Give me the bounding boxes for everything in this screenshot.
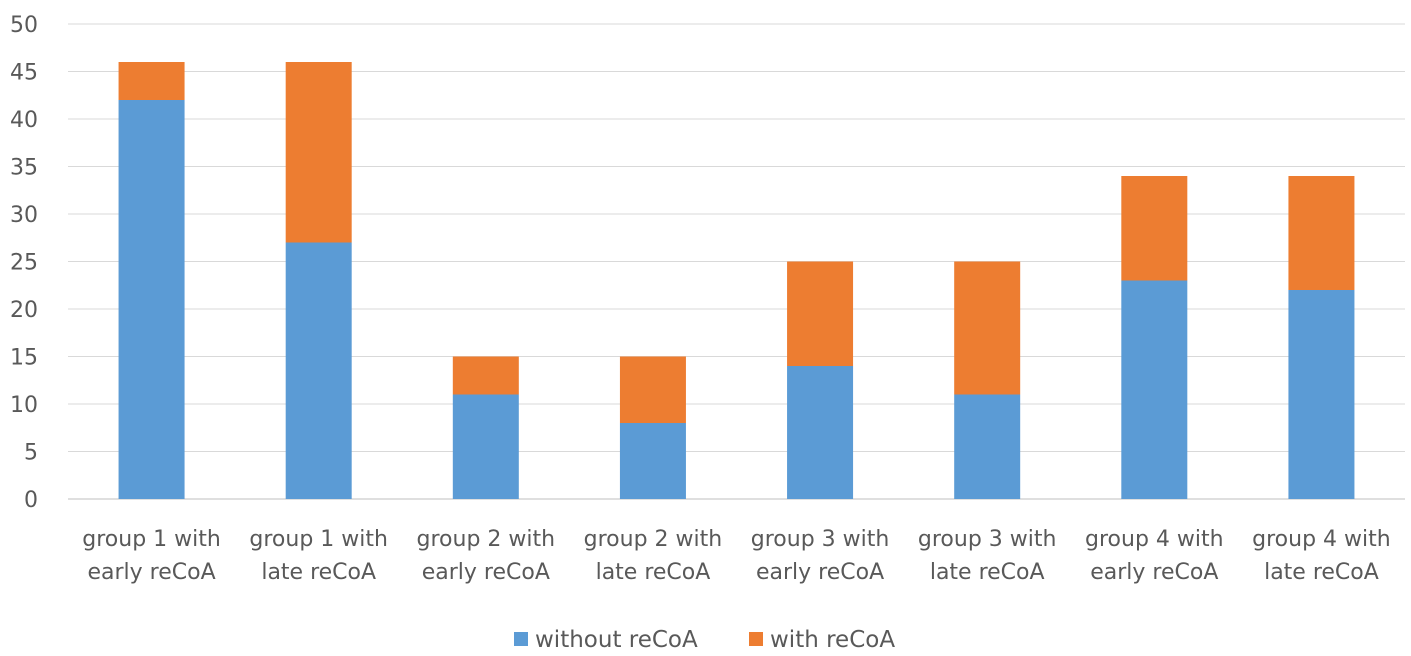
y-axis: 0 5 10 15 20 25 30 35 40 45 50 <box>10 13 38 513</box>
x-tick-label: early reCoA <box>87 560 215 585</box>
x-tick-label: late reCoA <box>596 560 711 585</box>
x-tick-label: group 2 with <box>417 527 556 552</box>
bar-with-recoa <box>1121 176 1188 281</box>
x-tick-label: group 4 with <box>1085 527 1224 552</box>
bar-without-recoa <box>1121 280 1188 499</box>
bar-without-recoa <box>452 394 519 499</box>
y-tick-label: 25 <box>10 251 38 276</box>
bar-with-recoa <box>954 261 1021 395</box>
y-tick-label: 50 <box>10 13 38 38</box>
x-tick-label: group 1 with <box>82 527 221 552</box>
bar-with-recoa <box>1288 176 1355 290</box>
x-tick-label: early reCoA <box>1090 560 1218 585</box>
bar-with-recoa <box>285 62 352 243</box>
bar-without-recoa <box>1288 290 1355 499</box>
x-tick-label: group 3 with <box>751 527 890 552</box>
legend-label: without reCoA <box>535 627 698 653</box>
x-tick-label: late reCoA <box>930 560 1045 585</box>
x-tick-label: group 1 with <box>249 527 388 552</box>
y-tick-label: 5 <box>24 441 38 466</box>
legend-swatch <box>749 632 763 646</box>
x-axis: group 1 with early reCoA group 1 with late … <box>82 527 1390 585</box>
legend-swatch <box>514 632 528 646</box>
bar-without-recoa <box>285 242 352 499</box>
bars <box>118 62 1355 499</box>
bar-without-recoa <box>787 366 854 499</box>
x-tick-label: group 3 with <box>918 527 1057 552</box>
x-tick-label: group 2 with <box>584 527 723 552</box>
x-tick-label: late reCoA <box>1264 560 1379 585</box>
legend-label: with reCoA <box>770 627 895 653</box>
x-tick-label: late reCoA <box>261 560 376 585</box>
bar-with-recoa <box>118 62 185 100</box>
legend: without reCoA with reCoA <box>514 627 895 653</box>
bar-without-recoa <box>118 100 185 499</box>
bar-with-recoa <box>452 356 519 395</box>
x-tick-label: early reCoA <box>422 560 550 585</box>
y-tick-label: 15 <box>10 346 38 371</box>
x-tick-label: group 4 with <box>1252 527 1391 552</box>
y-tick-label: 10 <box>10 393 38 418</box>
y-tick-label: 30 <box>10 203 38 228</box>
gridlines <box>68 23 1405 500</box>
bar-without-recoa <box>954 394 1021 499</box>
bar-without-recoa <box>619 423 686 499</box>
y-tick-label: 35 <box>10 156 38 181</box>
y-tick-label: 40 <box>10 108 38 133</box>
bar-with-recoa <box>787 261 854 366</box>
y-tick-label: 20 <box>10 298 38 323</box>
bar-with-recoa <box>619 356 686 423</box>
x-tick-label: early reCoA <box>756 560 884 585</box>
y-tick-label: 45 <box>10 61 38 86</box>
y-tick-label: 0 <box>24 488 38 513</box>
